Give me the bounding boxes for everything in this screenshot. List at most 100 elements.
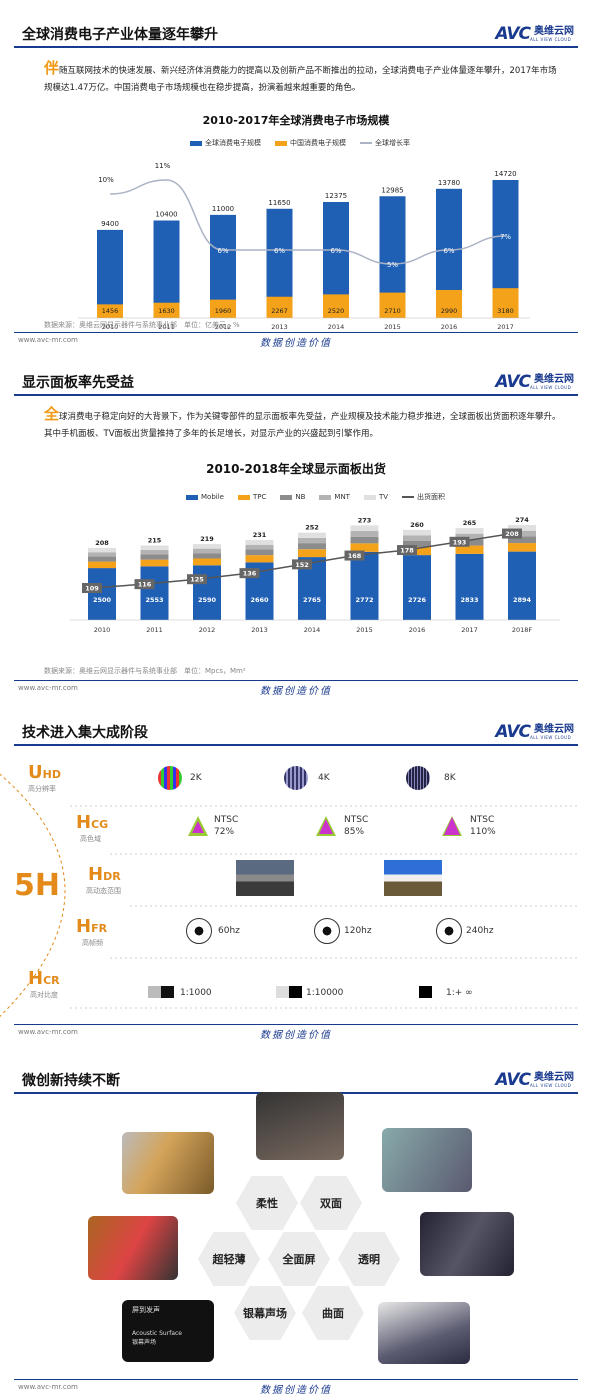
data-label-global: 11650 [268,199,290,207]
color-gamut-icon [442,816,462,836]
photo-caption: Acoustic Surface [132,1330,182,1337]
area-label-box [449,536,470,547]
data-label-total: 273 [358,516,372,524]
logo-mark: AVC [495,372,531,392]
data-label-global: 13780 [438,179,460,187]
data-label-mobile: 2660 [250,596,269,604]
bar-mobile [455,553,484,620]
x-tick-label: 2014 [328,323,345,331]
bar-china [97,304,123,318]
section-footer: www.avc-mr.com 数据创造价值 [0,1024,592,1042]
photo-caption: 银幕声场 [132,1339,157,1346]
data-label-china: 2267 [271,307,288,315]
avc-logo: AVC 奥维云网 ALL VIEW CLOUD [495,24,574,44]
logo-mark: AVC [495,1070,531,1090]
area-label: 116 [138,581,152,589]
avc-logo: AVC 奥维云网 ALL VIEW CLOUD [495,722,574,742]
data-label-total: 231 [253,531,267,539]
legend-item: 出货面积 [402,492,445,502]
data-label-china: 2520 [328,307,345,315]
uhd-item: 8K [444,773,456,783]
legend-item: 全球增长率 [360,138,410,148]
x-tick-label: 2010 [102,323,119,331]
bar-mobile [140,566,169,620]
bar-mobile [193,565,221,620]
display-panel-chart: 208 2500 2010 215 2553 2011 219 2590 2012 231 2660… [70,516,560,634]
bar-china [153,302,180,318]
hcr-item: 1:+ ∞ [446,988,473,998]
hdr-landscape-image [236,860,294,896]
legend-item: NB [280,492,305,502]
hcr-sub: 高对比度 [30,991,58,999]
logo-mark: AVC [495,722,531,742]
footer-url: www.avc-mr.com [18,336,78,344]
data-label-mobile: 2500 [93,596,112,604]
thin-tv-image [88,1216,178,1280]
section-header: 微创新持续不断 AVC 奥维云网 ALL VIEW CLOUD [0,1066,592,1094]
logo-en: ALL VIEW CLOUD [530,384,572,390]
section-paragraph: 全球消费电子稳定向好的大背景下，作为关键零部件的显示面板率先受益，产业规模及技术… [44,406,564,443]
growth-label: 11% [155,162,171,170]
growth-line [109,179,506,265]
growth-label: 10% [98,176,114,184]
bar-nb [508,536,536,544]
area-label-box [82,583,102,593]
logo-cn: 奥维云网 [534,1071,574,1083]
hdr-sub: 高动态范围 [86,887,121,895]
bar-tv [350,525,379,532]
logo-mark: AVC [495,24,531,44]
data-label-global: 14720 [494,170,516,178]
bar-nb [193,553,221,559]
five-h-label: 5H [14,868,60,903]
data-label-mobile: 2894 [513,596,532,604]
legend-label: Mobile [201,493,224,501]
uhd-item: 4K [318,773,330,783]
footer-slogan: 数据创造价值 [260,686,332,697]
bar-tv [88,547,116,553]
area-label-box [502,528,522,539]
data-label-china: 2990 [441,307,458,315]
uhd-label: UHD [28,762,61,783]
bar-tv [455,528,484,534]
area-label-box [239,568,260,579]
footer-slogan: 数据创造价值 [260,1030,332,1041]
bar-tv [508,525,536,531]
data-label-china: 1960 [215,307,232,315]
section-display-panel: 显示面板率先受益 AVC 奥维云网 ALL VIEW CLOUD 全球消费电子稳定… [0,368,592,698]
drop-cap: 伴 [44,59,60,77]
soccer-ball-icon [186,918,212,944]
bar-tpc [508,543,536,552]
hex-full-screen: 全面屏 [268,1232,330,1286]
x-tick-label: 2016 [409,626,426,634]
hfr-item: 240hz [466,926,494,936]
tech-arc [0,773,580,1017]
legend-item: TV [363,492,389,502]
growth-label: 7% [500,233,511,241]
bar-mnt [350,531,379,537]
section-footer: www.avc-mr.com 数据创造价值 [0,680,592,698]
bar-china [210,299,236,318]
bar-nb [140,554,169,560]
area-label: 109 [85,585,99,593]
hex-flexible: 柔性 [236,1176,298,1230]
growth-label: 6% [330,247,341,255]
legend-label: TV [378,493,389,501]
legend-label: 出货面积 [417,493,446,501]
data-label-china: 1630 [158,307,175,315]
footer-url: www.avc-mr.com [18,684,78,692]
hex-curved: 曲面 [302,1286,364,1340]
data-label-total: 274 [515,516,529,524]
legend-item: TPC [237,492,266,502]
hcg-item: NTSC 85% [344,815,369,837]
hfr-item: 120hz [344,926,372,936]
section-consumer-electronics: 全球消费电子产业体量逐年攀升 AVC 奥维云网 ALL VIEW CLOUD 伴随… [0,20,592,352]
section-paragraph: 伴随互联网技术的快速发展、新兴经济体消费能力的提高以及创新产品不断推出的拉动，全… [44,60,564,97]
chart-legend: 全球消费电子规模 中国消费电子规模 全球增长率 [190,138,410,148]
legend-label: 全球消费电子规模 [205,139,261,147]
data-label-china: 3180 [497,307,514,315]
logo-cn: 奥维云网 [534,723,574,735]
hfr-item: 60hz [218,926,240,936]
bar-tpc [350,543,379,552]
area-label: 208 [505,530,519,538]
drop-cap: 全 [44,405,60,423]
